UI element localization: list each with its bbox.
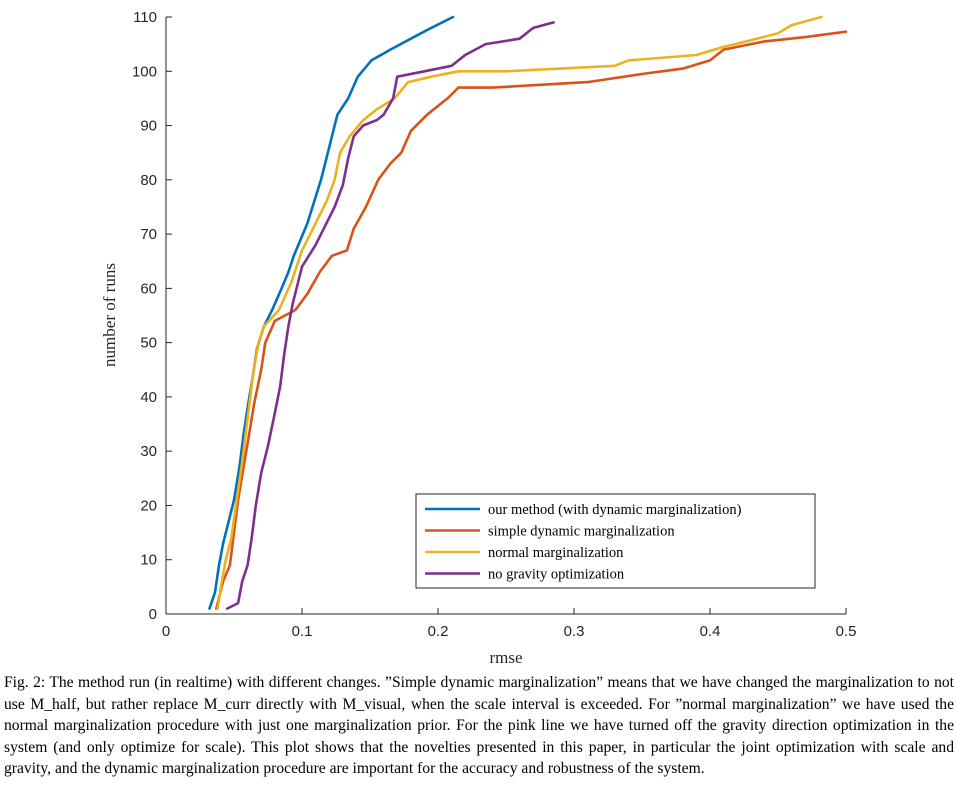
x-tick-label: 0.2 xyxy=(428,623,449,640)
series-line-2 xyxy=(215,30,848,610)
x-tick-label: 0.1 xyxy=(292,623,313,640)
series-layer xyxy=(208,15,848,610)
x-tick-label: 0.3 xyxy=(564,623,585,640)
y-axis: 0 10 20 30 40 50 60 70 80 90 100 110 xyxy=(132,9,172,623)
x-axis: 0 0.1 0.2 0.3 0.4 0.5 xyxy=(162,608,857,640)
legend-label: simple dynamic marginalization xyxy=(488,524,675,540)
figure-caption: Fig. 2: The method run (in realtime) wit… xyxy=(4,672,954,780)
y-axis-label: number of runs xyxy=(100,263,119,367)
y-tick-label: 80 xyxy=(140,172,157,189)
legend-label: no gravity optimization xyxy=(488,567,625,583)
y-tick-label: 40 xyxy=(140,389,157,406)
x-tick-label: 0.5 xyxy=(836,623,857,640)
y-tick-label: 70 xyxy=(140,226,157,243)
y-tick-label: 30 xyxy=(140,443,157,460)
y-tick-label: 10 xyxy=(140,552,157,569)
axes-frame xyxy=(165,17,846,615)
y-tick-label: 90 xyxy=(140,118,157,135)
x-tick-label: 0.4 xyxy=(700,623,721,640)
x-axis-label: rmse xyxy=(489,648,522,667)
series-line-3 xyxy=(216,15,823,610)
legend-box xyxy=(415,493,816,589)
y-tick-label: 50 xyxy=(140,335,157,352)
y-tick-label: 110 xyxy=(133,9,157,26)
legend: our method (with dynamic marginalization… xyxy=(415,493,816,589)
series-line-4 xyxy=(225,21,555,610)
legend-label: our method (with dynamic marginalization… xyxy=(488,502,742,518)
y-tick-label: 20 xyxy=(140,497,157,514)
caption-text: Fig. 2: The method run (in realtime) wit… xyxy=(4,674,954,777)
y-tick-label: 0 xyxy=(149,606,157,623)
x-tick-label: 0 xyxy=(162,623,170,640)
legend-label: normal marginalization xyxy=(488,545,624,561)
series-line-1 xyxy=(208,15,455,610)
y-tick-label: 100 xyxy=(132,63,157,80)
y-tick-label: 60 xyxy=(140,280,157,297)
chart: 0 0.1 0.2 0.3 0.4 0.5 0 10 20 30 40 50 60 70 80 90 100 1… xyxy=(100,9,857,667)
